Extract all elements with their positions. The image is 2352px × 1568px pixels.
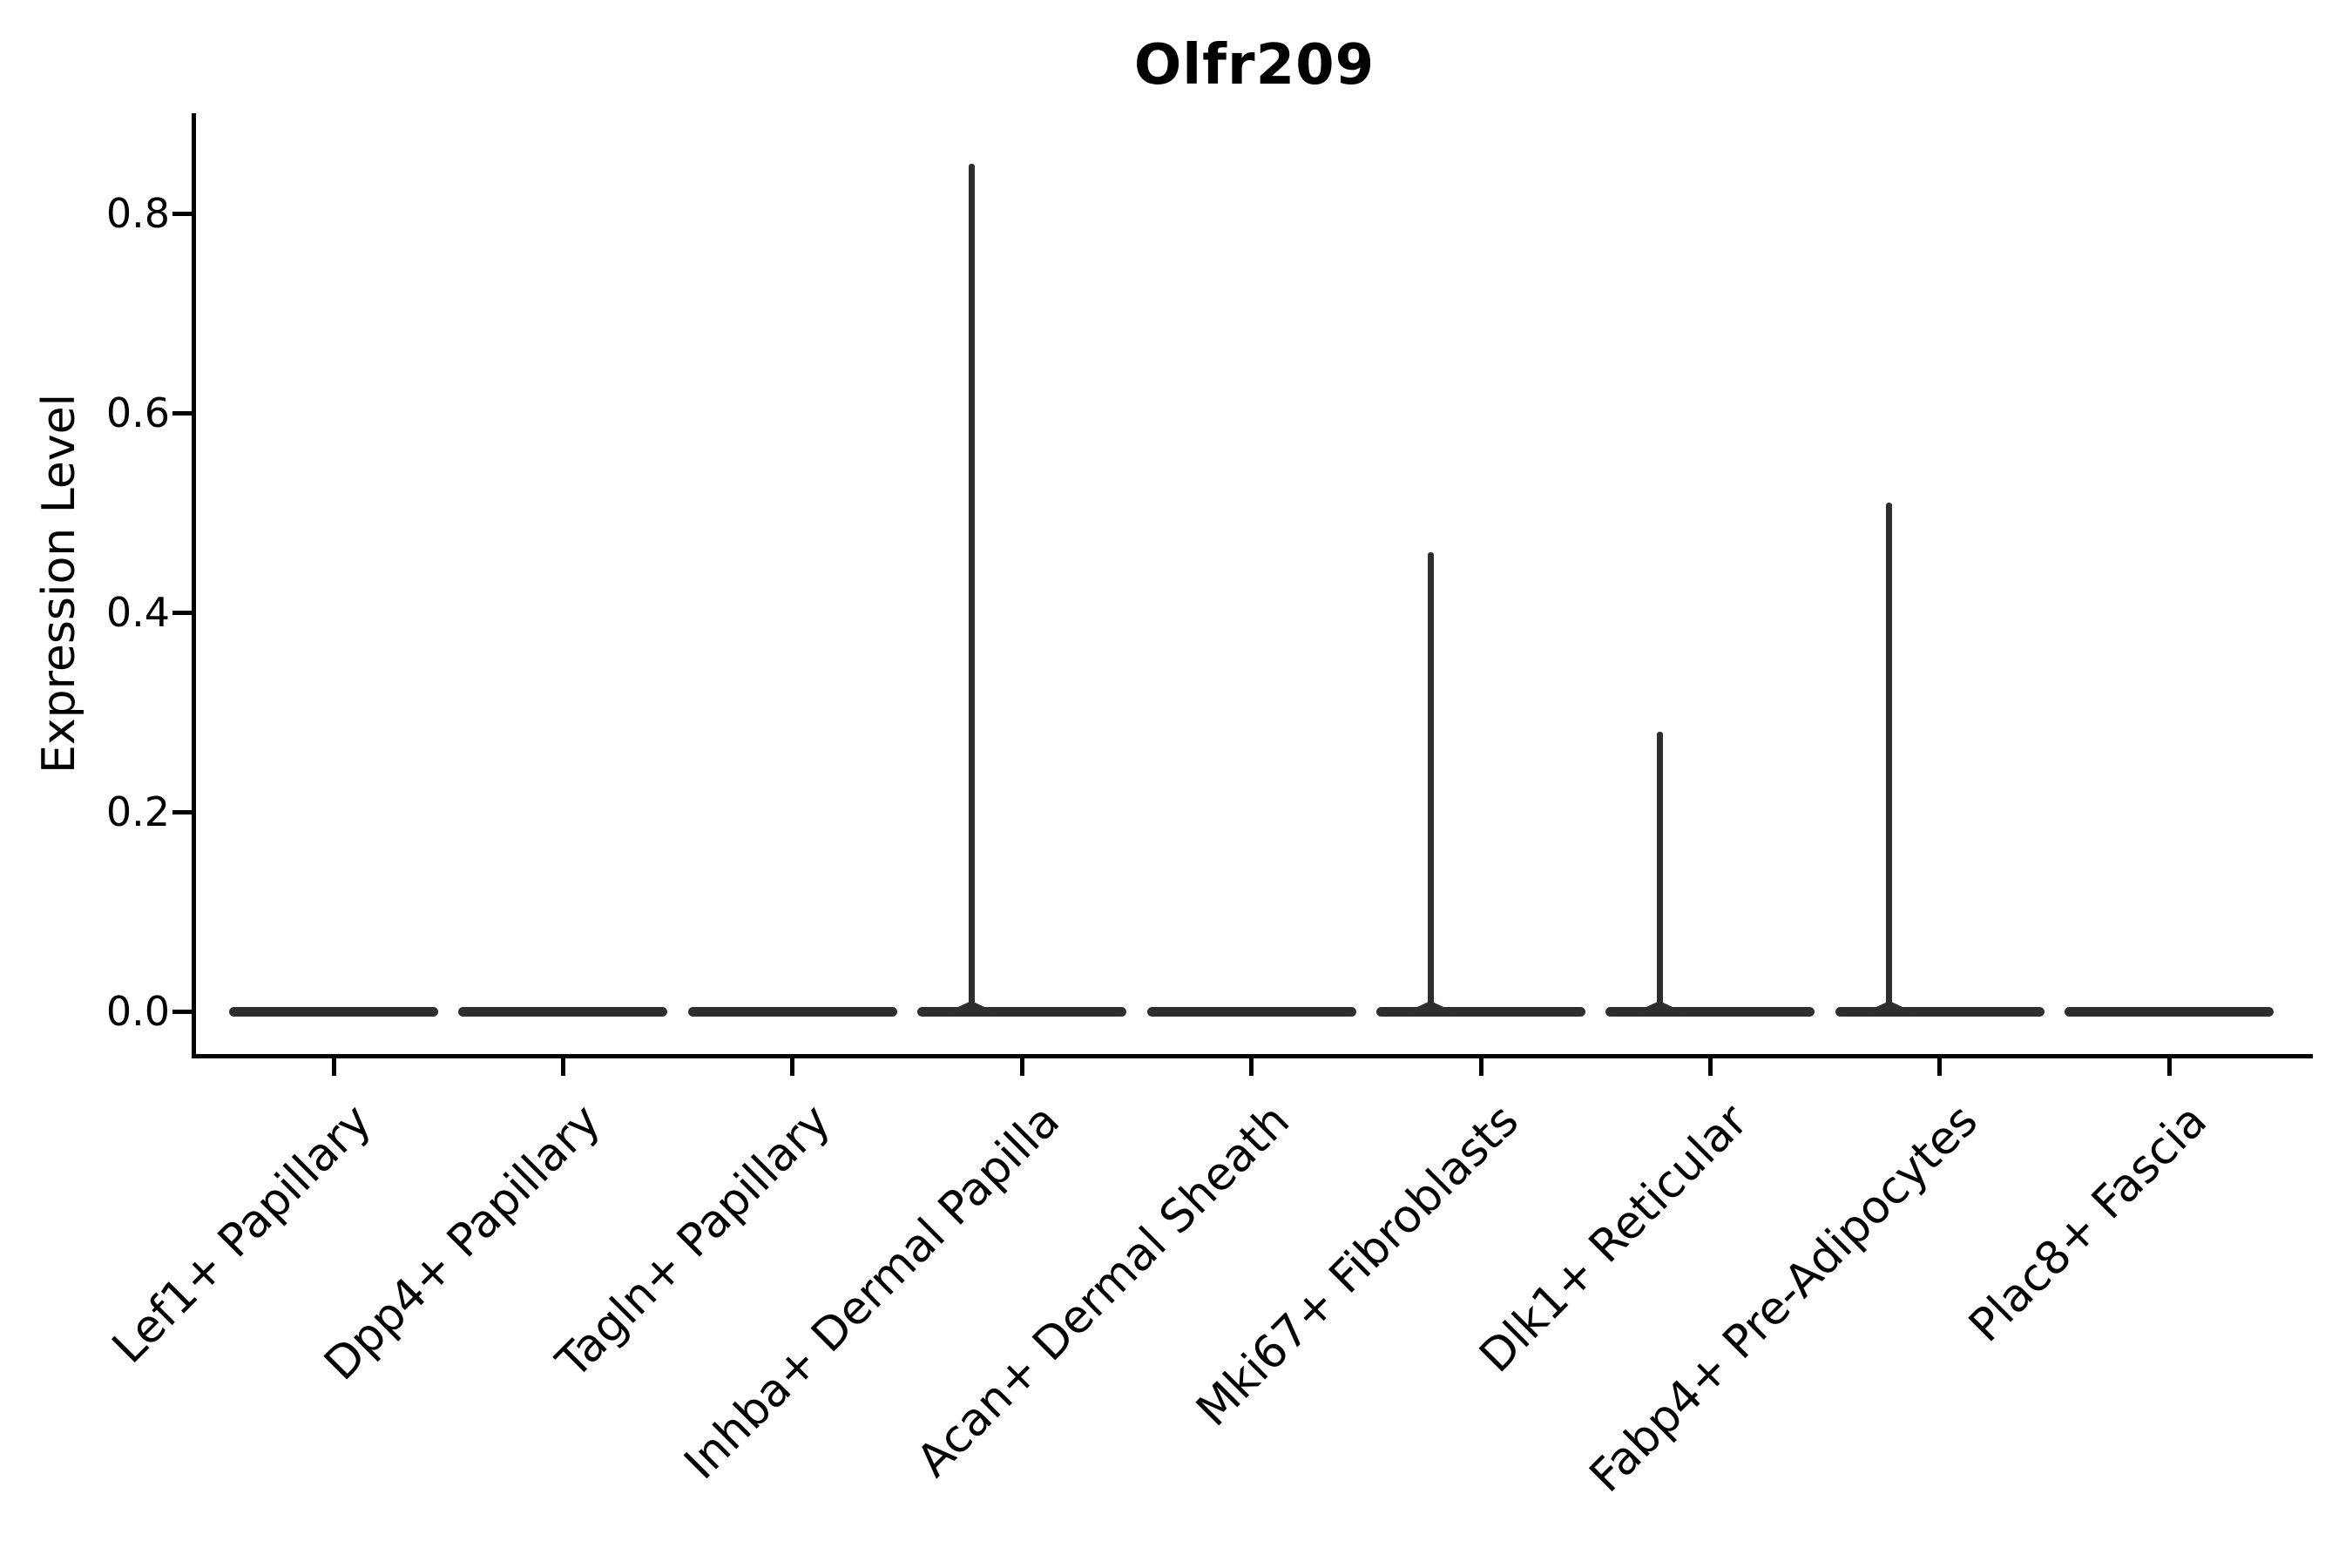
y-tick-mark: [172, 410, 192, 416]
violin-spike-base: [1866, 1001, 1912, 1011]
violin-spike: [968, 163, 975, 1011]
violin-body: [229, 1007, 438, 1017]
violin-spike-base: [949, 1001, 995, 1011]
y-tick-label: 0.0: [105, 988, 170, 1035]
violin-body: [2065, 1007, 2274, 1017]
violin-body: [1376, 1007, 1585, 1017]
y-tick-mark: [172, 809, 192, 814]
y-tick-mark: [172, 610, 192, 615]
y-tick-label: 0.8: [105, 190, 170, 237]
violin-spike: [1656, 732, 1663, 1011]
y-tick-label: 0.2: [105, 788, 170, 835]
violin-body: [458, 1007, 668, 1017]
x-tick-mark: [1019, 1058, 1024, 1076]
x-tick-mark: [331, 1058, 336, 1076]
violin-spike-base: [1637, 1001, 1683, 1011]
x-tick-mark: [1478, 1058, 1484, 1076]
y-tick-label: 0.6: [105, 389, 170, 436]
y-tick-mark: [172, 211, 192, 216]
violin-spike-base: [1408, 1001, 1453, 1011]
violin-body: [1146, 1007, 1356, 1017]
plot-area: 0.0 0.2 0.4 0.6 0.8 Lef1+ Papillary Dpp4+ Pap…: [103, 113, 2313, 1503]
violin-body: [1835, 1007, 2044, 1017]
x-tick-mark: [790, 1058, 795, 1076]
violin-body: [1605, 1007, 1815, 1017]
violin-spike: [1886, 503, 1893, 1011]
violin-body: [687, 1007, 897, 1017]
y-tick-mark: [172, 1009, 192, 1014]
x-tick-mark: [2166, 1058, 2172, 1076]
x-tick-mark: [1937, 1058, 1943, 1076]
y-axis-spine: [192, 113, 196, 1058]
x-tick-mark: [1707, 1058, 1713, 1076]
chart-title: Olfr209: [1133, 33, 1375, 98]
y-axis-label-text: Expression Level: [33, 393, 85, 774]
x-tick-mark: [1249, 1058, 1254, 1076]
violin-body: [917, 1007, 1127, 1017]
violin-spike: [1427, 552, 1434, 1011]
x-tick-mark: [560, 1058, 565, 1076]
y-tick-label: 0.4: [105, 589, 170, 636]
x-axis-spine: [192, 1054, 2313, 1058]
